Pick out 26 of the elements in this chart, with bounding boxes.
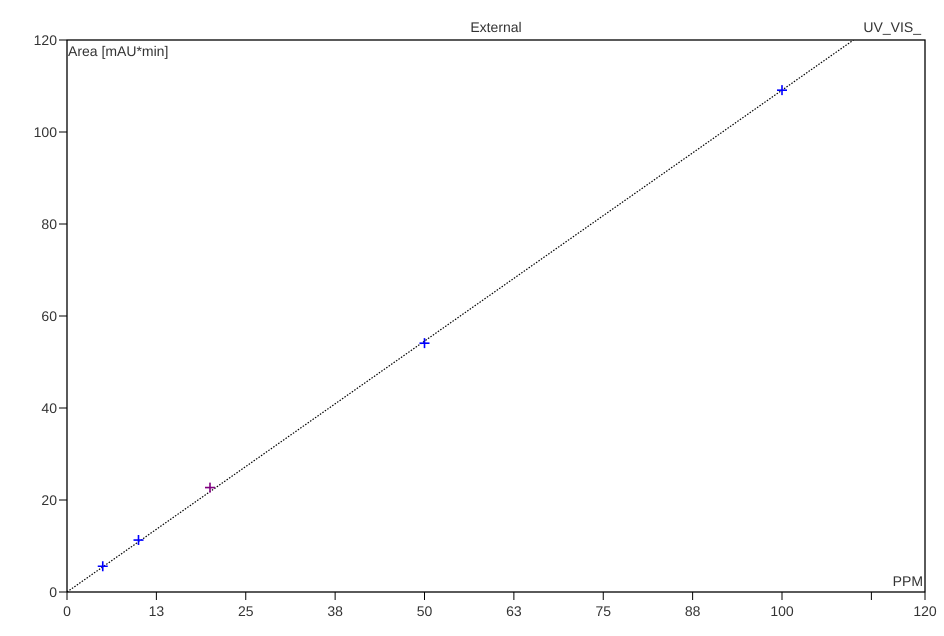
y-tick-label: 120: [34, 32, 58, 48]
x-tick-label: 120: [913, 603, 937, 619]
y-tick-label: 80: [41, 216, 58, 232]
point: [96, 560, 109, 572]
chart-title: External: [470, 19, 522, 35]
y-tick-label: 20: [41, 492, 58, 508]
y-tick-label: 40: [41, 400, 58, 416]
x-tick-label: 100: [770, 603, 794, 619]
x-tick-label: 75: [595, 603, 612, 619]
y-tick-label: 60: [41, 308, 58, 324]
point: [132, 534, 144, 546]
point: [204, 482, 216, 494]
x-tick-label: 63: [506, 603, 522, 619]
x-tick-label: 13: [148, 603, 164, 619]
x-tick-label: 50: [416, 603, 432, 619]
x-axis-title: PPM: [892, 573, 923, 589]
y-axis-title: Area [mAU*min]: [68, 43, 168, 59]
x-tick-label: 25: [238, 603, 254, 619]
x-tick-label: 38: [327, 603, 344, 619]
y-tick-label: 100: [34, 124, 58, 140]
x-tick-label: 0: [63, 603, 72, 619]
y-tick-label: 0: [49, 584, 58, 600]
text: UV_VIS_: [863, 19, 922, 35]
point: [776, 84, 788, 96]
x-tick-label: 88: [684, 603, 701, 619]
point: [418, 337, 430, 349]
